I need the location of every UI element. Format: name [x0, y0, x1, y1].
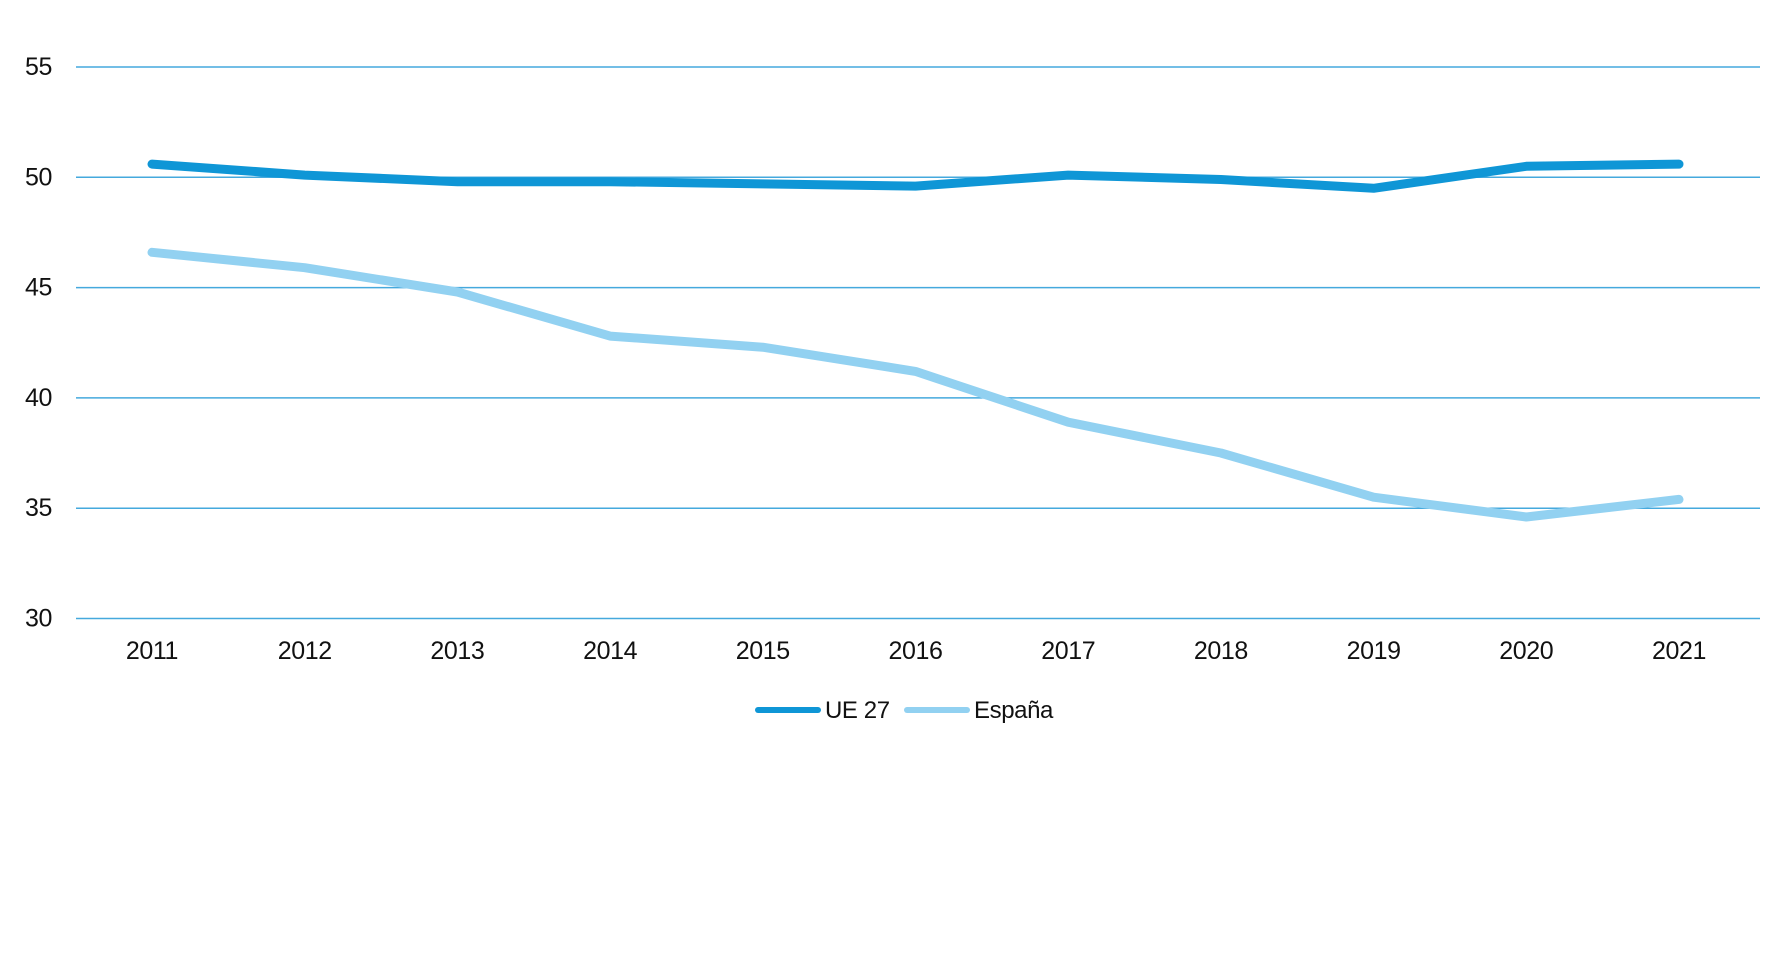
x-tick-label: 2017	[1041, 637, 1095, 665]
x-tick-label: 2015	[736, 637, 790, 665]
x-tick-label: 2021	[1652, 637, 1706, 665]
legend: UE 27 España	[755, 697, 1054, 724]
legend-label-espana: España	[974, 697, 1054, 724]
x-tick-label: 2019	[1347, 637, 1401, 665]
x-tick-label: 2011	[126, 637, 178, 665]
gridlines	[76, 66, 1760, 620]
y-tick-label: 40	[25, 384, 52, 412]
y-tick-label: 35	[25, 494, 52, 522]
y-tick-label: 30	[25, 605, 52, 633]
y-tick-label: 50	[25, 163, 52, 191]
x-tick-label: 2012	[278, 637, 332, 665]
y-tick-label: 45	[25, 274, 52, 302]
y-tick-label: 55	[25, 53, 52, 81]
x-tick-label: 2014	[583, 637, 638, 665]
x-axis-labels: 2011 2012 2013 2014 2015 2016 2017 2018 2019 2020…	[126, 637, 1706, 665]
x-tick-label: 2020	[1499, 637, 1553, 665]
y-axis-labels: 55 50 45 40 35 30	[25, 53, 52, 633]
series-line-ue27	[147, 159, 1684, 193]
x-tick-label: 2013	[430, 637, 484, 665]
x-tick-label: 2018	[1194, 637, 1248, 665]
series-line-espana	[147, 247, 1684, 522]
legend-label-ue27: UE 27	[825, 697, 890, 724]
series-lines	[147, 159, 1684, 522]
x-tick-label: 2016	[888, 637, 942, 665]
